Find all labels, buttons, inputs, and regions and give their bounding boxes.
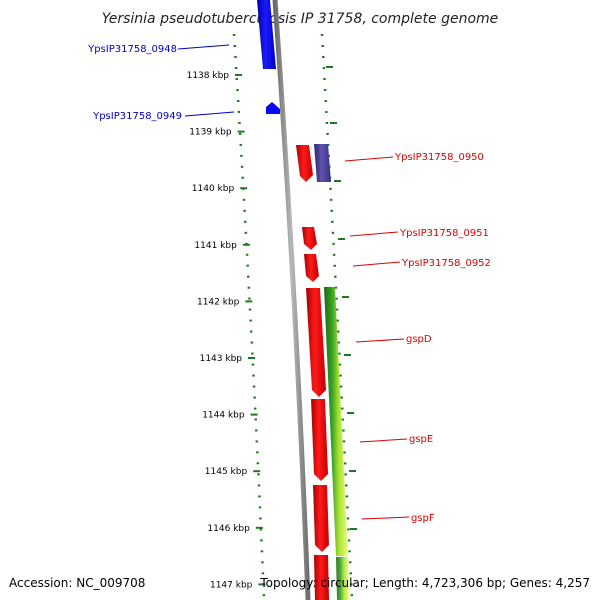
leader-line-gspf [361,516,410,520]
tick-label: 1147 kbp [210,580,253,590]
gene-gspd[interactable] [306,288,326,397]
label-ypsip31758-0949[interactable]: YpsIP31758_0949 [92,111,182,122]
tick-label: 1142 kbp [197,297,240,307]
tick-label: 1143 kbp [200,354,243,364]
gene-ypsip31758-0950-partner[interactable] [314,144,331,182]
map-title: Yersinia pseudotuberculosis IP 31758, co… [102,11,499,27]
tick-label: 1140 kbp [192,184,235,194]
tick-marks [235,74,266,586]
label-ypsip31758-0952[interactable]: YpsIP31758_0952 [401,258,491,269]
gene-ypsip31758-0948[interactable] [257,0,276,69]
tick-label: 1139 kbp [189,128,232,138]
label-gspd[interactable]: gspD [406,334,432,345]
leader-line-0952 [352,261,401,267]
right-minor-ticks [326,66,357,530]
left-dotted-guide [232,33,266,599]
gene-gspe[interactable] [311,399,328,481]
label-ypsip31758-0948[interactable]: YpsIP31758_0948 [87,44,177,55]
label-gspf[interactable]: gspF [411,513,435,524]
genome-stats-text: Topology: circular; Length: 4,723,306 bp… [259,576,590,590]
gene-continuing[interactable] [314,555,329,600]
leader-line-0951 [349,231,399,237]
genes [257,0,331,600]
gc-band-lower [336,557,349,600]
gene-ypsip31758-0949[interactable] [266,102,280,114]
label-ypsip31758-0950[interactable]: YpsIP31758_0950 [394,152,484,163]
genome-backbone [272,0,311,600]
gene-ypsip31758-0951[interactable] [302,227,317,250]
tick-label: 1146 kbp [207,524,250,534]
leader-line-gspe [359,438,408,443]
gene-gspf[interactable] [313,485,329,552]
gc-content-band [324,287,349,600]
leader-line-0948 [177,44,230,50]
tick-label: 1138 kbp [187,71,230,81]
gene-ypsip31758-0952[interactable] [304,254,319,282]
leader-line-gspd [355,338,405,343]
tick-label: 1141 kbp [194,241,237,251]
leader-line-0949 [184,111,235,117]
label-ypsip31758-0951[interactable]: YpsIP31758_0951 [399,228,489,239]
tick-label: 1145 kbp [205,467,248,477]
gene-ypsip31758-0950[interactable] [296,145,313,182]
leader-line-0950 [344,156,394,162]
label-gspe[interactable]: gspE [409,434,433,445]
tick-label: 1144 kbp [202,411,245,421]
gc-band-upper [324,287,348,556]
gene-labels: YpsIP31758_0948 YpsIP31758_0949 YpsIP317… [87,44,491,524]
tick-labels: 1138 kbp 1139 kbp 1140 kbp 1141 kbp 1142 kbp… [187,71,253,590]
accession-text: Accession: NC_009708 [9,576,145,590]
